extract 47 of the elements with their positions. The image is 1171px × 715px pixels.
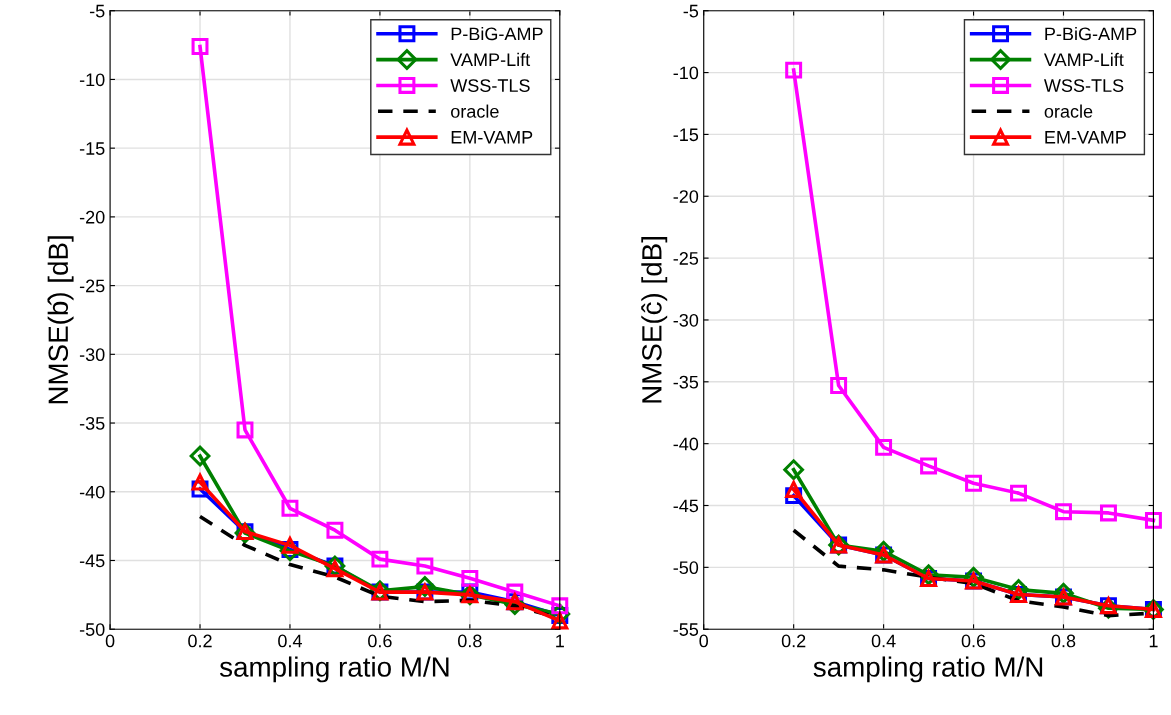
legend-label: EM-VAMP bbox=[1045, 131, 1126, 144]
y-tick-label: -40 bbox=[79, 485, 105, 499]
y-tick-label: -10 bbox=[79, 73, 105, 87]
y-tick-label: -45 bbox=[673, 499, 699, 513]
x-tick-label: 0.2 bbox=[188, 634, 212, 648]
y-tick-label: -30 bbox=[673, 313, 699, 327]
x-tick-label: 0.6 bbox=[961, 634, 986, 648]
y-tick-label: -20 bbox=[79, 210, 105, 224]
y-tick-label: -35 bbox=[673, 375, 699, 389]
legend-label: oracle bbox=[451, 104, 499, 118]
legend-label: WSS-TLS bbox=[450, 79, 530, 92]
x-tick-label: 0.8 bbox=[1051, 634, 1076, 648]
legend-label: P-BiG-AMP bbox=[1045, 26, 1137, 41]
y-tick-label: -35 bbox=[79, 416, 105, 430]
y-tick-label: -50 bbox=[673, 561, 699, 575]
x-tick-label: 0.6 bbox=[368, 634, 392, 648]
y-tick-label: -5 bbox=[683, 4, 699, 18]
y-tick-label: -15 bbox=[79, 142, 105, 155]
x-tick-label: 0.8 bbox=[458, 634, 482, 648]
y-axis-title: NMSE(ĉ) [dB] bbox=[641, 237, 668, 403]
x-tick-label: 0.2 bbox=[781, 634, 806, 648]
y-tick-label: -20 bbox=[673, 190, 699, 203]
y-tick-label: -50 bbox=[79, 623, 105, 636]
legend-label: oracle bbox=[1044, 104, 1093, 118]
x-axis-title: sampling ratio M/N bbox=[813, 656, 1043, 683]
x-tick-label: 1 bbox=[556, 634, 564, 648]
y-tick-label: -25 bbox=[79, 279, 105, 293]
x-tick-label: 0.4 bbox=[278, 634, 302, 648]
x-tick-label: 0.4 bbox=[871, 634, 896, 648]
x-tick-label: 0 bbox=[699, 634, 709, 648]
y-tick-label: -5 bbox=[89, 4, 105, 18]
y-tick-label: -45 bbox=[79, 554, 105, 568]
y-axis-title: NMSE(b̂) [dB] bbox=[47, 236, 74, 404]
y-tick-label: -40 bbox=[673, 437, 699, 451]
y-tick-label: -25 bbox=[673, 252, 699, 265]
x-tick-label: 0 bbox=[105, 634, 115, 648]
legend-label: WSS-TLS bbox=[1043, 79, 1124, 92]
y-tick-label: -15 bbox=[673, 128, 699, 142]
y-tick-label: -55 bbox=[673, 623, 699, 636]
x-tick-label: 1 bbox=[1149, 634, 1158, 648]
legend-label: VAMP-Lift bbox=[450, 52, 531, 67]
legend-label: P-BiG-AMP bbox=[451, 26, 543, 41]
legend-label: EM-VAMP bbox=[451, 131, 533, 144]
legend-label: VAMP-Lift bbox=[1043, 52, 1124, 67]
x-axis-title: sampling ratio M/N bbox=[219, 656, 449, 683]
y-tick-label: -10 bbox=[673, 66, 699, 80]
y-tick-label: -30 bbox=[79, 348, 105, 362]
